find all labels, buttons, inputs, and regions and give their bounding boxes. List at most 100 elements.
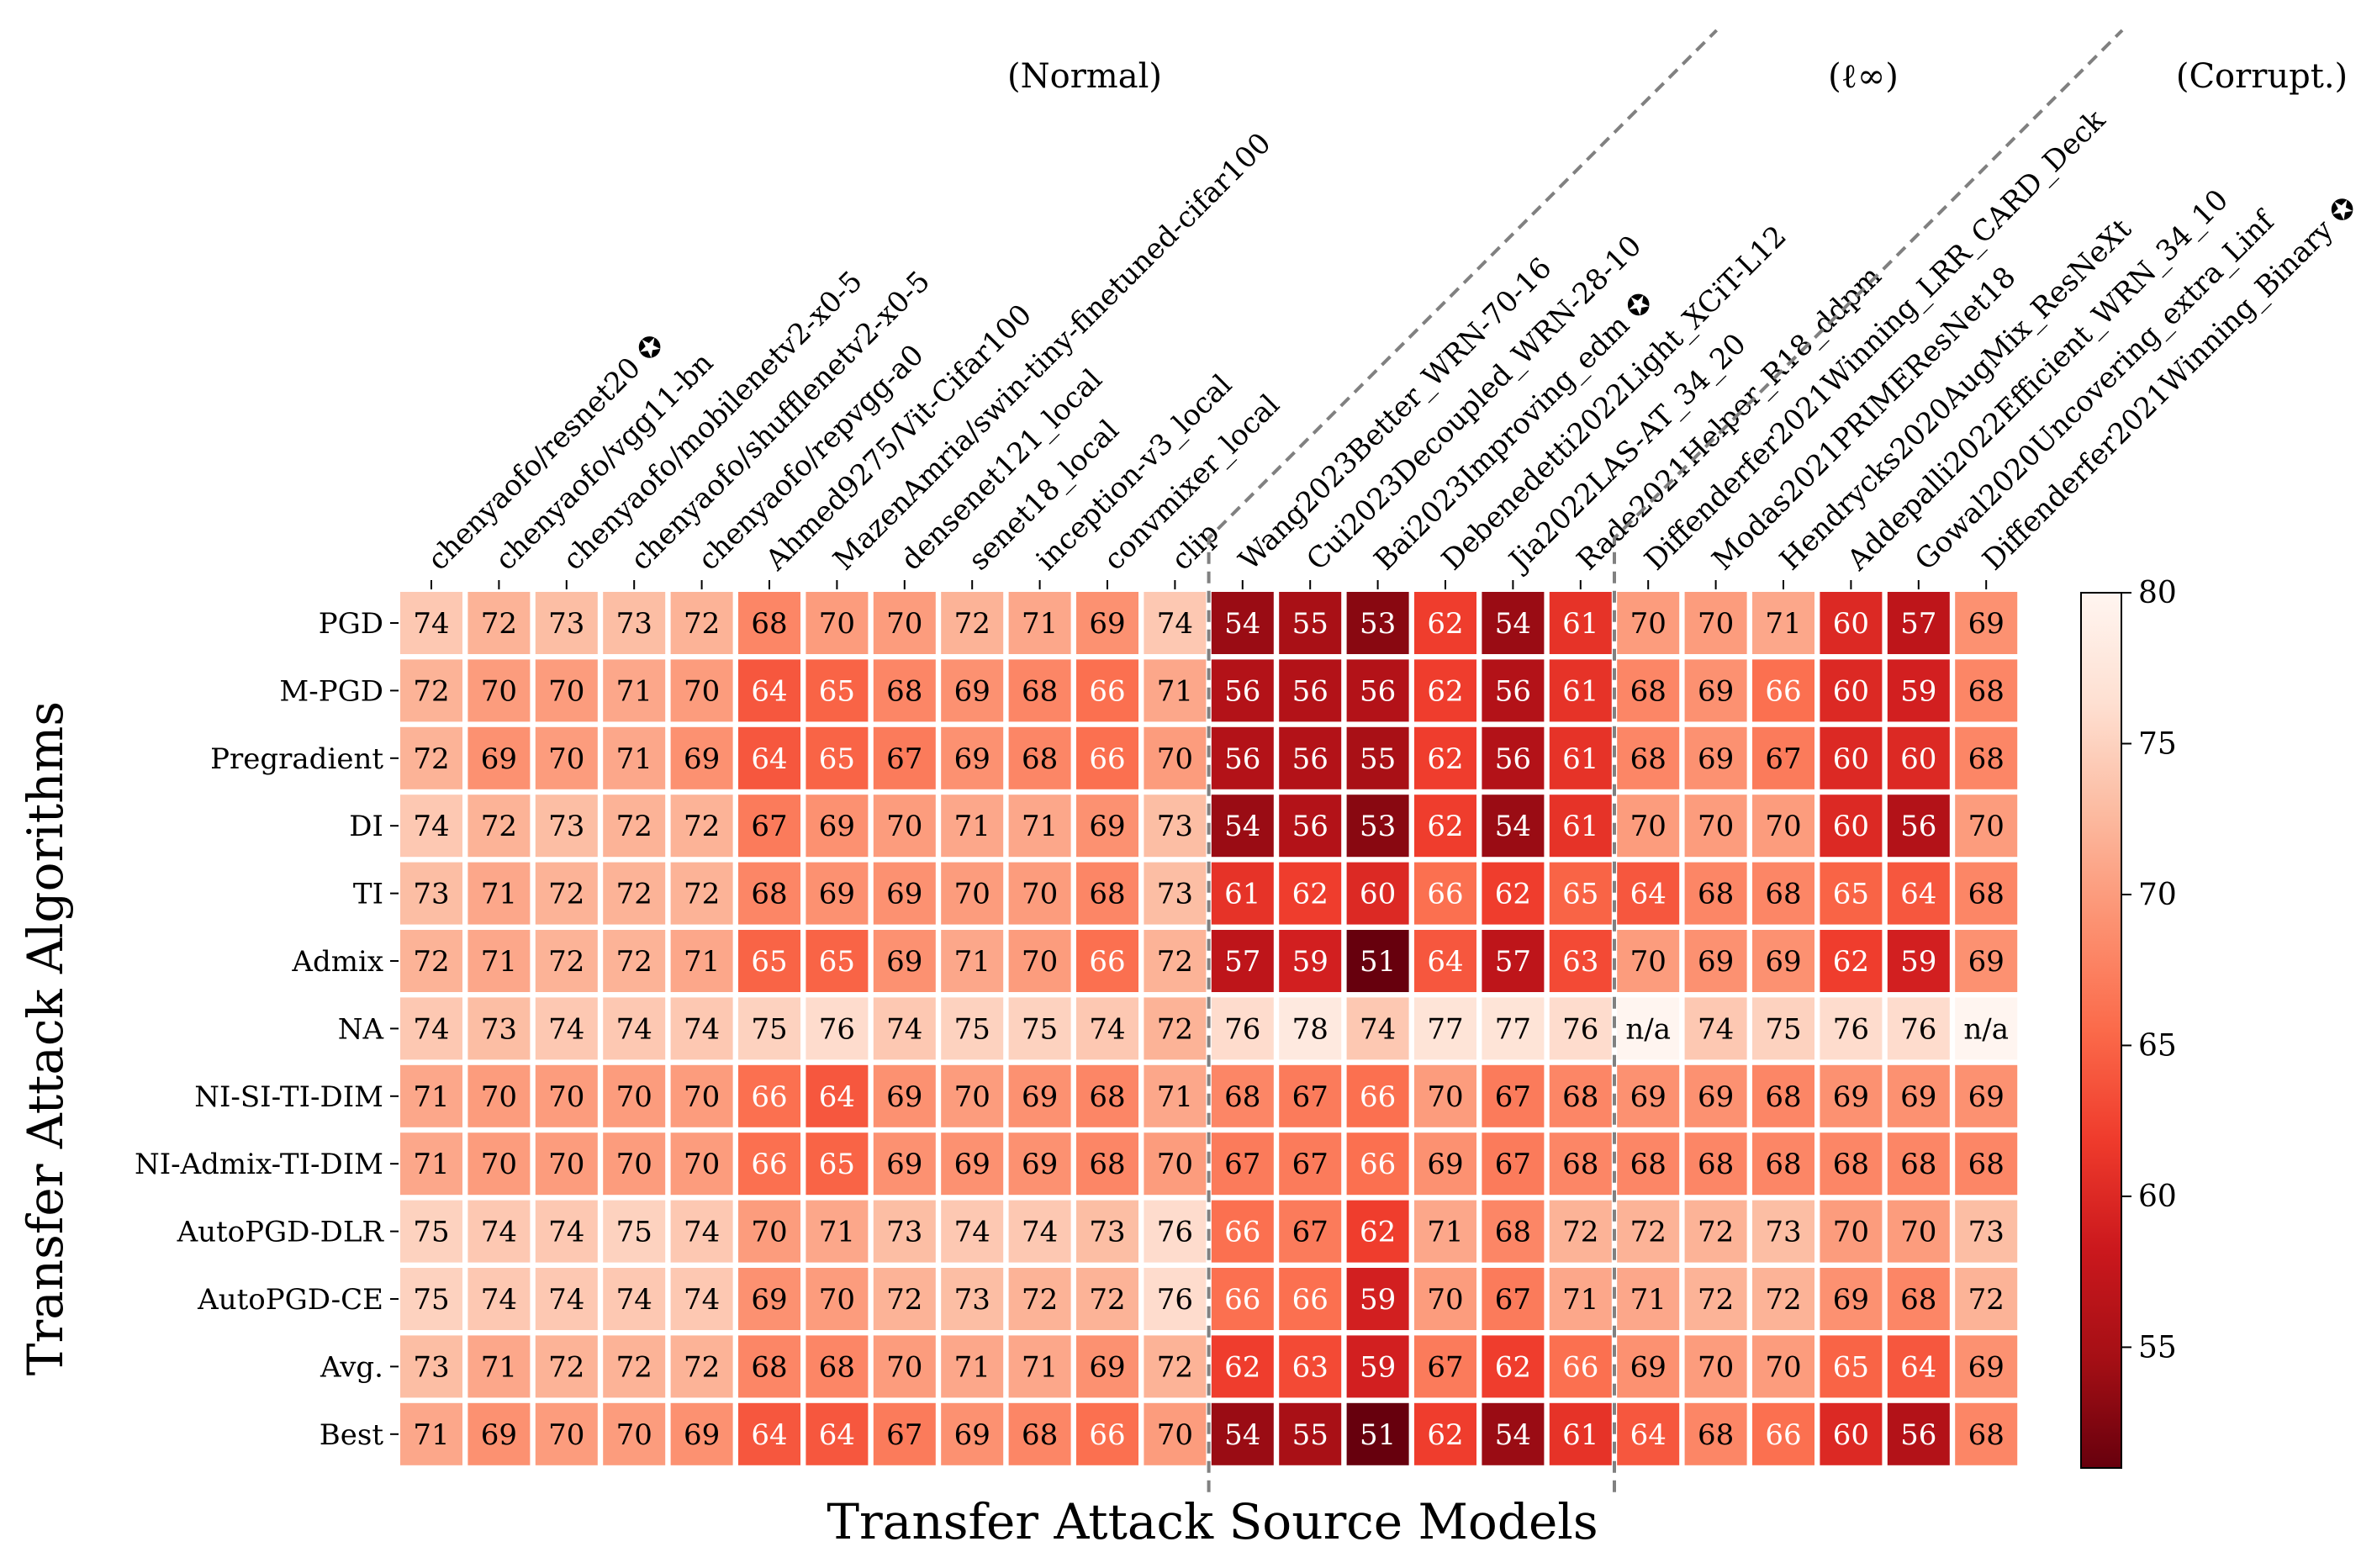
cell-value-label: 70 xyxy=(819,607,855,641)
cell-value-label: 62 xyxy=(1495,878,1531,911)
heatmap-cell xyxy=(1482,862,1545,925)
heatmap-cell xyxy=(1346,726,1409,789)
cell-value-label: 62 xyxy=(1224,1350,1260,1384)
heatmap-cell xyxy=(1684,1335,1747,1398)
heatmap-cell xyxy=(873,1064,936,1127)
heatmap-cell xyxy=(1008,1335,1071,1398)
cell-value-label: 69 xyxy=(1968,607,2005,641)
heatmap-cell xyxy=(1955,1064,2018,1127)
colorbar-tick-label: 80 xyxy=(2138,576,2177,610)
cell-value-label: 75 xyxy=(413,1283,449,1317)
cell-value-label: 56 xyxy=(1292,742,1328,776)
heatmap-cell xyxy=(1752,592,1814,654)
row-label: Admix xyxy=(291,945,383,979)
heatmap-cell xyxy=(1076,862,1138,925)
heatmap-cell xyxy=(1820,862,1883,925)
heatmap-cell xyxy=(1955,930,2018,992)
heatmap-cell xyxy=(1617,1268,1680,1330)
heatmap-cell xyxy=(941,795,1004,858)
group-label: (Corrupt.) xyxy=(2176,57,2348,96)
cell-value-label: 69 xyxy=(1089,1350,1125,1384)
heatmap-cell xyxy=(941,1132,1004,1196)
cell-value-label: 72 xyxy=(1968,1283,2005,1317)
heatmap-cell xyxy=(467,1064,531,1127)
heatmap-cell xyxy=(1279,592,1342,654)
heatmap-cell xyxy=(535,997,598,1060)
heatmap-cell xyxy=(1346,1335,1409,1398)
cell-value-label: 55 xyxy=(1360,742,1396,776)
cell-value-label: 70 xyxy=(481,674,517,708)
heatmap-cell xyxy=(535,592,598,654)
cell-value-label: 76 xyxy=(1224,1012,1260,1046)
cell-value-label: 63 xyxy=(1292,1350,1328,1384)
heatmap-cell xyxy=(1684,659,1747,722)
heatmap-cell xyxy=(1144,997,1207,1060)
cell-value-label: 72 xyxy=(684,1350,720,1384)
cell-value-label: 72 xyxy=(1698,1283,1734,1317)
heatmap-cell xyxy=(535,1132,598,1196)
cell-value-label: 73 xyxy=(886,1216,922,1249)
cell-value-label: 68 xyxy=(1833,1148,1869,1181)
cell-value-label: 68 xyxy=(1495,1216,1531,1249)
cell-value-label: 64 xyxy=(1427,945,1463,979)
cell-value-label: 72 xyxy=(481,810,517,843)
cell-value-label: 74 xyxy=(616,1012,652,1046)
heatmap-cell xyxy=(535,1268,598,1330)
cell-value-label: 65 xyxy=(1833,878,1869,911)
cell-value-label: 76 xyxy=(819,1012,855,1046)
cell-value-label: 72 xyxy=(548,878,584,911)
cell-value-label: 66 xyxy=(1765,674,1801,708)
heatmap-cell xyxy=(1684,1200,1747,1263)
heatmap-cell xyxy=(806,930,869,992)
cell-value-label: 67 xyxy=(1224,1148,1260,1181)
heatmap-cell xyxy=(1008,592,1071,654)
cell-value-label: 78 xyxy=(1292,1012,1328,1046)
heatmap-cell xyxy=(1144,726,1207,789)
heatmap-cell xyxy=(1752,1402,1814,1465)
cell-value-label: 70 xyxy=(1698,810,1734,843)
cell-value-label: 69 xyxy=(1833,1080,1869,1114)
cell-value-label: 70 xyxy=(548,742,584,776)
heatmap-cell xyxy=(941,1064,1004,1127)
heatmap-cell xyxy=(467,930,531,992)
cell-value-label: 65 xyxy=(751,945,787,979)
cell-value-label: 75 xyxy=(1765,1012,1801,1046)
heatmap-cell xyxy=(1752,795,1814,858)
cell-value-label: 70 xyxy=(481,1080,517,1114)
cell-value-label: 70 xyxy=(548,1148,584,1181)
heatmap-cell xyxy=(806,1132,869,1196)
heatmap-cell xyxy=(1617,1064,1680,1127)
row-labels: PGD M-PGD Pregradient DI TI Admix NA NI-SI-TI-D… xyxy=(135,607,399,1452)
cell-value-label: 71 xyxy=(413,1148,449,1181)
heatmap-cell xyxy=(1414,659,1476,722)
cell-value-label: 72 xyxy=(1630,1216,1667,1249)
heatmap-cell xyxy=(1346,659,1409,722)
cell-value-label: 68 xyxy=(1630,1148,1667,1181)
cell-value-label: 66 xyxy=(1360,1148,1396,1181)
heatmap-cell xyxy=(400,1402,462,1465)
cell-value-label: 62 xyxy=(1360,1216,1396,1249)
heatmap-cell xyxy=(603,726,666,789)
cell-value-label: 56 xyxy=(1495,674,1531,708)
cell-value-label: 66 xyxy=(1224,1216,1260,1249)
cell-value-label: 67 xyxy=(1292,1148,1328,1181)
heatmap-cell xyxy=(1346,997,1409,1060)
heatmap-cell xyxy=(1414,930,1476,992)
heatmap-cell xyxy=(738,1200,800,1263)
heatmap-cell xyxy=(1684,997,1747,1060)
cell-value-label: 72 xyxy=(481,607,517,641)
star-badge-icon: ✪ xyxy=(2322,190,2363,230)
heatmap-cell xyxy=(1144,1402,1207,1465)
cell-value-label: 66 xyxy=(1089,742,1125,776)
heatmap-cell xyxy=(1820,1200,1883,1263)
heatmap-cell xyxy=(670,1200,733,1263)
cell-value-label: 61 xyxy=(1562,674,1598,708)
cell-value-label: 55 xyxy=(1292,607,1328,641)
cell-value-label: 68 xyxy=(1698,1148,1734,1181)
cell-value-label: 54 xyxy=(1224,1418,1260,1452)
cell-value-label: 67 xyxy=(886,1418,922,1452)
cell-value-label: 59 xyxy=(1900,945,1936,979)
heatmap-cell xyxy=(535,795,598,858)
cell-value-label: 51 xyxy=(1360,945,1396,979)
heatmap-cell xyxy=(873,862,936,925)
